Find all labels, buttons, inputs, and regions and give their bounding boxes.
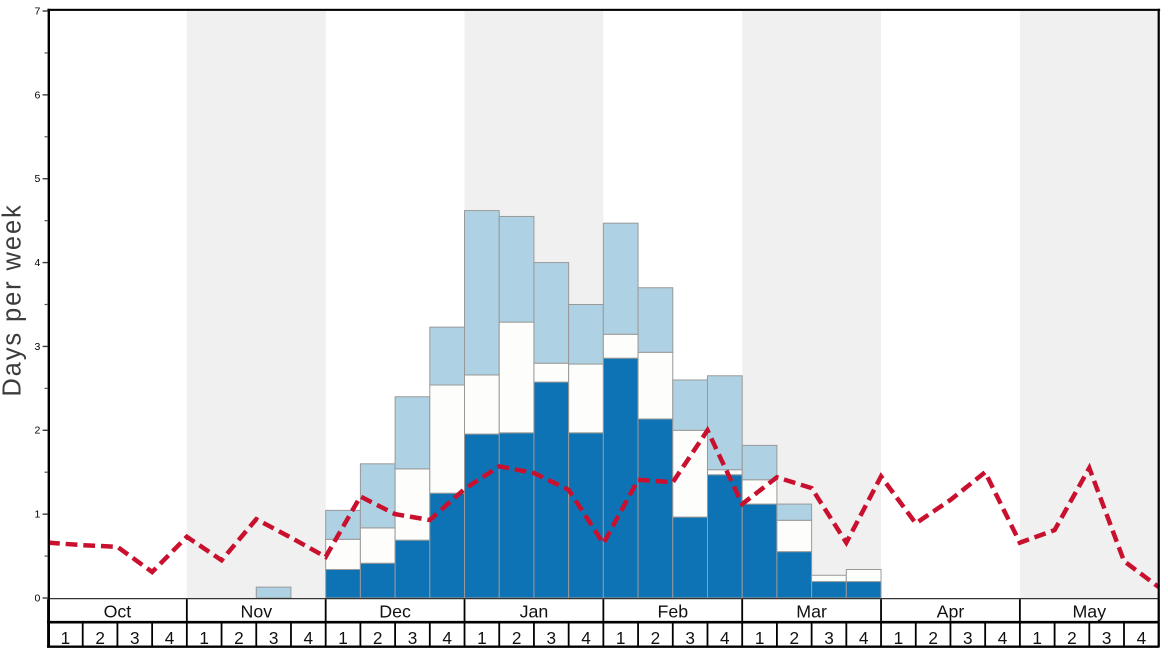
svg-text:2: 2 [651,628,661,648]
svg-text:4: 4 [998,628,1008,648]
svg-text:2: 2 [928,628,938,648]
svg-text:2: 2 [512,628,522,648]
svg-text:4: 4 [859,628,869,648]
svg-text:1: 1 [61,628,71,648]
svg-text:3: 3 [824,628,834,648]
svg-text:1: 1 [199,628,209,648]
svg-text:1: 1 [894,628,904,648]
svg-text:0: 0 [34,592,40,604]
svg-text:4: 4 [581,628,591,648]
svg-text:Apr: Apr [937,601,965,621]
svg-text:2: 2 [234,628,244,648]
svg-text:6: 6 [34,89,40,101]
svg-text:Feb: Feb [657,601,688,621]
svg-text:1: 1 [477,628,487,648]
svg-text:1: 1 [616,628,626,648]
svg-text:2: 2 [95,628,105,648]
svg-text:3: 3 [130,628,140,648]
svg-text:3: 3 [963,628,973,648]
svg-text:2: 2 [34,425,40,437]
svg-text:3: 3 [1102,628,1112,648]
svg-text:2: 2 [1067,628,1077,648]
svg-text:3: 3 [547,628,557,648]
svg-text:4: 4 [165,628,175,648]
svg-text:May: May [1073,601,1107,621]
svg-text:1: 1 [34,509,40,521]
svg-text:Nov: Nov [240,601,272,621]
svg-text:Dec: Dec [379,601,411,621]
svg-text:Days per week: Days per week [0,203,26,396]
svg-text:4: 4 [442,628,452,648]
svg-text:3: 3 [269,628,279,648]
svg-text:Mar: Mar [796,601,827,621]
svg-text:2: 2 [373,628,383,648]
svg-text:Jan: Jan [520,601,549,621]
svg-text:7: 7 [34,5,40,17]
svg-text:4: 4 [1137,628,1147,648]
svg-text:Oct: Oct [104,601,132,621]
svg-text:4: 4 [720,628,730,648]
svg-text:2: 2 [790,628,800,648]
svg-text:3: 3 [408,628,418,648]
svg-text:5: 5 [34,173,40,185]
svg-text:1: 1 [338,628,348,648]
svg-text:4: 4 [304,628,314,648]
svg-text:4: 4 [34,257,40,269]
svg-text:1: 1 [755,628,765,648]
svg-text:3: 3 [34,341,40,353]
svg-text:3: 3 [685,628,695,648]
svg-text:1: 1 [1032,628,1042,648]
